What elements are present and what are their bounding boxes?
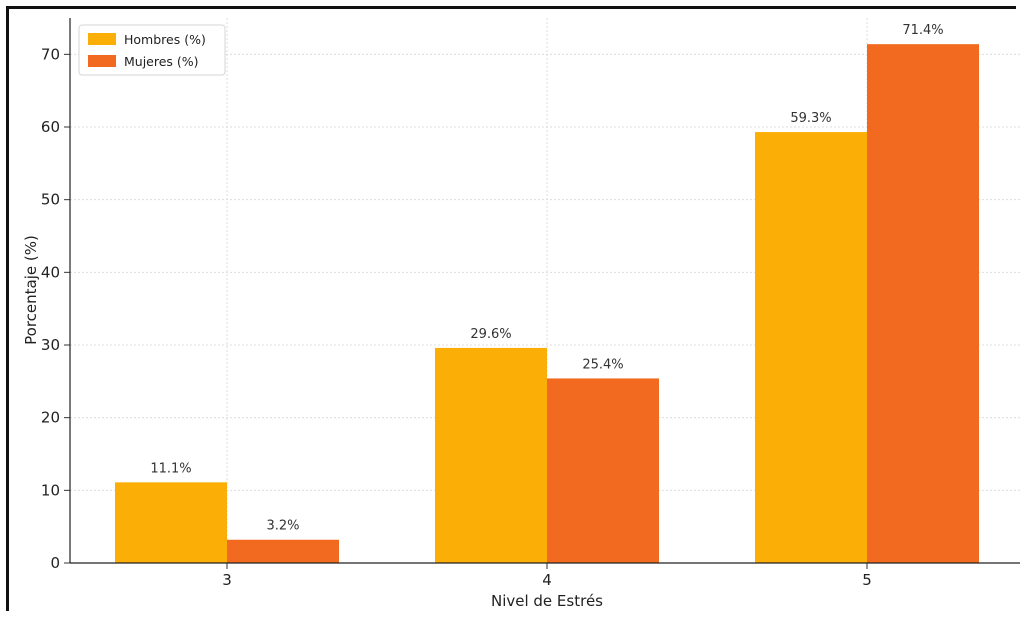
bar-mujeres [227, 539, 339, 563]
data-labels: 11.1% 29.6% 59.3% 3.2% 25.4% 71.4% [150, 23, 943, 534]
chart-frame [6, 6, 1016, 611]
y-tick-label: 20 [41, 409, 60, 427]
y-tick-label: 60 [41, 118, 60, 136]
bar-mujeres [867, 44, 979, 564]
x-tick-label: 3 [222, 571, 232, 589]
legend-label: Hombres (%) [124, 32, 206, 47]
y-tick-label: 40 [41, 263, 60, 281]
y-tick-label: 0 [50, 554, 60, 572]
legend: Hombres (%) Mujeres (%) [78, 24, 226, 76]
x-axis-title: Nivel de Estrés [491, 592, 603, 610]
y-tick-label: 70 [41, 45, 60, 63]
y-tick-label: 10 [41, 481, 60, 499]
bars [115, 44, 979, 564]
bar-value-label: 11.1% [150, 461, 191, 476]
legend-swatch [88, 33, 116, 45]
bar-value-label: 3.2% [266, 519, 299, 534]
x-tick-label: 5 [862, 571, 872, 589]
bar-value-label: 71.4% [902, 23, 943, 38]
legend-label: Mujeres (%) [124, 54, 199, 69]
bar-value-label: 25.4% [582, 357, 623, 372]
bar-value-label: 59.3% [790, 111, 831, 126]
bar-hombres [115, 482, 227, 563]
y-tick-label: 50 [41, 191, 60, 209]
x-tick-label: 4 [542, 571, 552, 589]
legend-swatch [88, 55, 116, 67]
bar-hombres [435, 347, 547, 563]
axes: 0 10 20 30 40 50 60 70 3 4 5 [41, 18, 1020, 589]
bar-value-label: 29.6% [470, 327, 511, 342]
y-axis-title: Porcentaje (%) [22, 235, 40, 345]
bar-hombres [755, 132, 867, 563]
bar-mujeres [547, 378, 659, 563]
y-tick-label: 30 [41, 336, 60, 354]
